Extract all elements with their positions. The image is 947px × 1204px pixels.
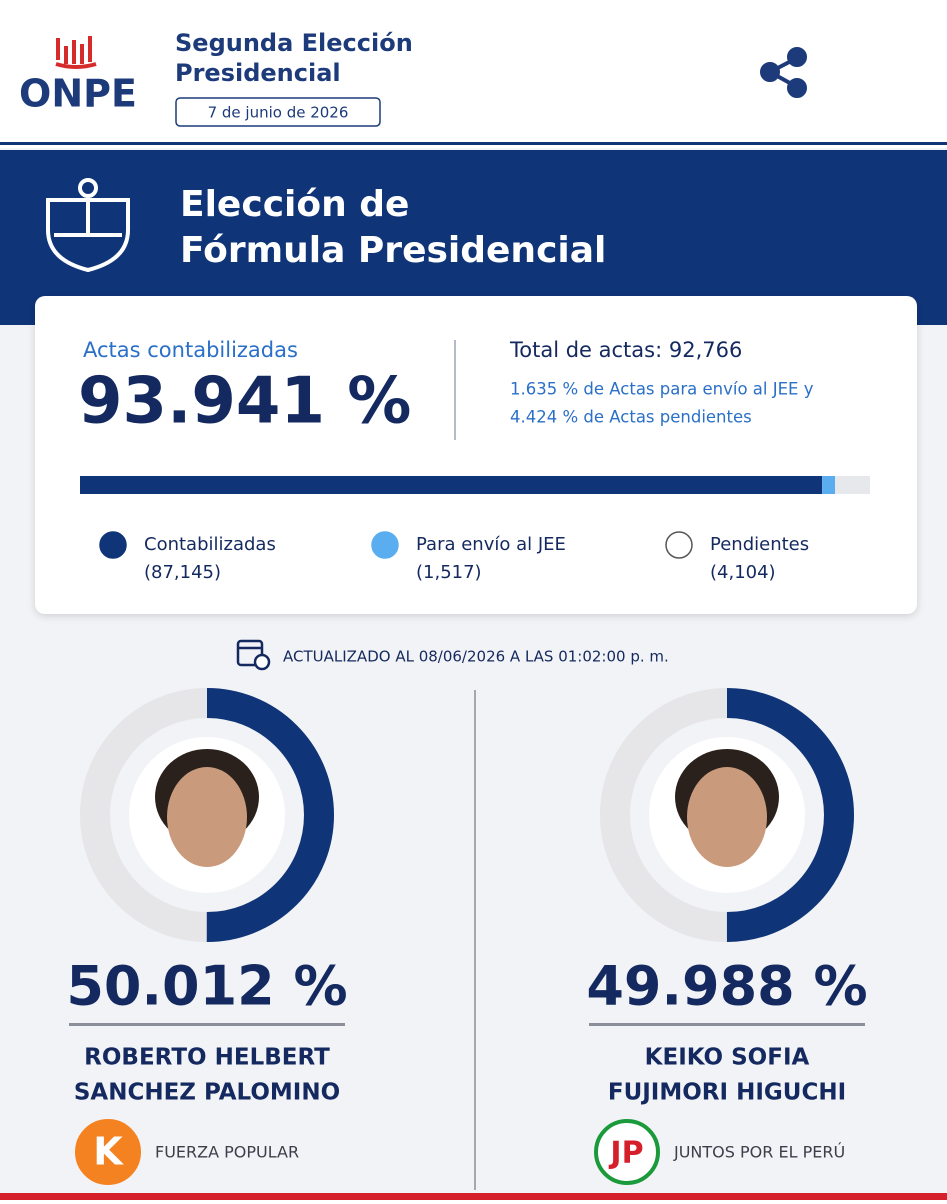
- note: 1.635 % de Actas para envío al JEE y: [510, 380, 814, 399]
- legend: Contabilizadas (87,145) Para envío al JEE (…: [99, 531, 809, 583]
- logo-text: ONPE: [19, 72, 137, 116]
- candidate-pct: 49.988 %: [586, 955, 867, 1018]
- total: Total de actas: 92,766: [509, 338, 742, 362]
- logo-mark: [55, 36, 97, 69]
- summary-card: [35, 296, 917, 614]
- pct-underline: [69, 1023, 345, 1026]
- party-logo-text: JP: [608, 1136, 643, 1171]
- party-logo: [594, 1119, 660, 1185]
- progress-bar: [80, 476, 870, 494]
- header-title: Segunda Elección: [175, 29, 413, 57]
- donut-arc: [80, 688, 334, 942]
- legend-count: (4,104): [710, 562, 776, 583]
- party-logo-text: K: [93, 1130, 124, 1174]
- party-logo: [75, 1119, 141, 1185]
- header-rule: [0, 142, 947, 145]
- legend-swatch: [99, 531, 127, 559]
- bar-segment: [80, 476, 823, 494]
- candidate-name: ROBERTO HELBERT: [84, 1045, 330, 1071]
- counted-label: Actas contabilizadas: [83, 338, 298, 362]
- legend-swatch: [371, 531, 399, 559]
- coat-of-arms: [46, 178, 130, 273]
- legend-name: Para envío al JEE: [416, 534, 566, 555]
- banner-title: Fórmula Presidencial: [180, 230, 606, 271]
- updated: ACTUALIZADO AL 08/06/2026 A LAS 01:02:00…: [283, 648, 669, 666]
- header-bg: [0, 0, 947, 148]
- candidate-name: FUJIMORI HIGUCHI: [608, 1080, 846, 1106]
- footer-rule: [0, 1193, 947, 1200]
- note: 4.424 % de Actas pendientes: [510, 408, 752, 427]
- banner-title: Elección de: [180, 184, 409, 225]
- photo-face: [687, 767, 767, 867]
- calendar-icon: [236, 639, 271, 671]
- party-name: JUNTOS POR EL PERÚ: [673, 1143, 845, 1162]
- share-button[interactable]: [760, 47, 807, 98]
- legend-count: (87,145): [144, 562, 221, 583]
- legend-name: Contabilizadas: [144, 534, 276, 555]
- candidate-name: KEIKO SOFIA: [645, 1045, 810, 1071]
- bar-segment: [835, 476, 870, 494]
- bar-segment: [822, 476, 836, 494]
- pct-underline: [589, 1023, 865, 1026]
- donut-arc: [600, 688, 854, 942]
- counted-pct: 93.941 %: [78, 365, 411, 439]
- banner: [0, 150, 947, 325]
- legend-name: Pendientes: [710, 534, 809, 555]
- photo-face: [167, 767, 247, 867]
- legend-count: (1,517): [416, 562, 482, 583]
- candidates: 50.012 % ROBERTO HELBERT SANCHEZ PALOMINO K…: [66, 688, 868, 1185]
- candidate-name: SANCHEZ PALOMINO: [74, 1080, 340, 1106]
- date-box: [175, 97, 381, 127]
- legend-swatch: [665, 531, 693, 559]
- date: 7 de junio de 2026: [208, 104, 349, 122]
- party-name: FUERZA POPULAR: [155, 1143, 299, 1162]
- header-title: Presidencial: [175, 59, 341, 87]
- candidate-pct: 50.012 %: [66, 955, 347, 1018]
